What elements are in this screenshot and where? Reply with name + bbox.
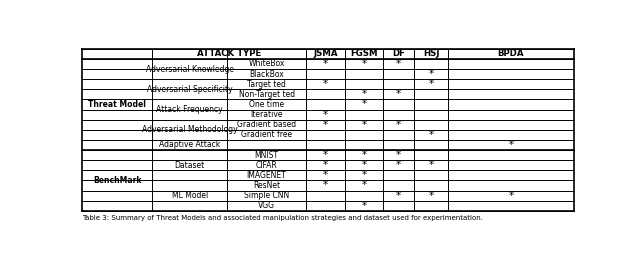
Text: *: * xyxy=(396,59,401,69)
Text: *: * xyxy=(429,130,434,140)
Text: *: * xyxy=(429,191,434,201)
Text: Adaptive Attack: Adaptive Attack xyxy=(159,140,220,149)
Text: *: * xyxy=(323,110,328,120)
Text: HSJ: HSJ xyxy=(423,49,440,58)
Text: *: * xyxy=(323,150,328,160)
Text: Adversarial Specificity: Adversarial Specificity xyxy=(147,85,232,94)
Text: BPDA: BPDA xyxy=(498,49,524,58)
Text: WhiteBox: WhiteBox xyxy=(248,59,285,68)
Text: Target ted: Target ted xyxy=(247,80,286,89)
Text: One time: One time xyxy=(249,100,284,109)
Text: *: * xyxy=(396,160,401,170)
Text: Non-Target ted: Non-Target ted xyxy=(239,90,294,99)
Text: *: * xyxy=(429,79,434,89)
Text: *: * xyxy=(396,89,401,99)
Text: BlackBox: BlackBox xyxy=(249,70,284,79)
Text: *: * xyxy=(396,150,401,160)
Text: *: * xyxy=(362,170,367,180)
Text: Attack Frequency: Attack Frequency xyxy=(156,105,223,114)
Text: Threat Model: Threat Model xyxy=(88,100,147,109)
Text: *: * xyxy=(362,120,367,130)
Text: Table 3: Summary of Threat Models and associated manipulation strategies and dat: Table 3: Summary of Threat Models and as… xyxy=(83,215,483,221)
Text: *: * xyxy=(323,180,328,190)
Text: MNIST: MNIST xyxy=(255,151,278,160)
Text: FGSM: FGSM xyxy=(350,49,378,58)
Text: *: * xyxy=(508,191,513,201)
Text: ATTACK TYPE: ATTACK TYPE xyxy=(197,49,261,58)
Text: *: * xyxy=(362,201,367,211)
Text: ResNet: ResNet xyxy=(253,181,280,190)
Text: *: * xyxy=(323,59,328,69)
Text: *: * xyxy=(323,170,328,180)
Text: CIFAR: CIFAR xyxy=(256,161,278,170)
Text: *: * xyxy=(362,150,367,160)
Text: *: * xyxy=(429,160,434,170)
Text: *: * xyxy=(429,69,434,79)
Text: *: * xyxy=(396,191,401,201)
Text: *: * xyxy=(362,99,367,109)
Text: *: * xyxy=(323,120,328,130)
Text: IMAGENET: IMAGENET xyxy=(247,171,287,180)
Text: Dataset: Dataset xyxy=(175,161,205,170)
Text: *: * xyxy=(323,160,328,170)
Text: VGG: VGG xyxy=(258,201,275,210)
Text: Iterative: Iterative xyxy=(250,110,283,119)
Text: *: * xyxy=(362,160,367,170)
Text: JSMA: JSMA xyxy=(314,49,338,58)
Text: *: * xyxy=(362,180,367,190)
Text: Adversarial Knowledge: Adversarial Knowledge xyxy=(146,64,234,74)
Text: *: * xyxy=(323,79,328,89)
Text: DF: DF xyxy=(392,49,405,58)
Text: *: * xyxy=(362,89,367,99)
Text: Gradient free: Gradient free xyxy=(241,130,292,139)
Text: Simple CNN: Simple CNN xyxy=(244,191,289,200)
Text: *: * xyxy=(396,120,401,130)
Text: *: * xyxy=(362,59,367,69)
Text: Adversarial Methodology: Adversarial Methodology xyxy=(142,125,237,134)
Text: *: * xyxy=(508,140,513,150)
Text: ML Model: ML Model xyxy=(172,191,208,200)
Text: Gradient based: Gradient based xyxy=(237,120,296,129)
Text: BenchMark: BenchMark xyxy=(93,176,141,185)
